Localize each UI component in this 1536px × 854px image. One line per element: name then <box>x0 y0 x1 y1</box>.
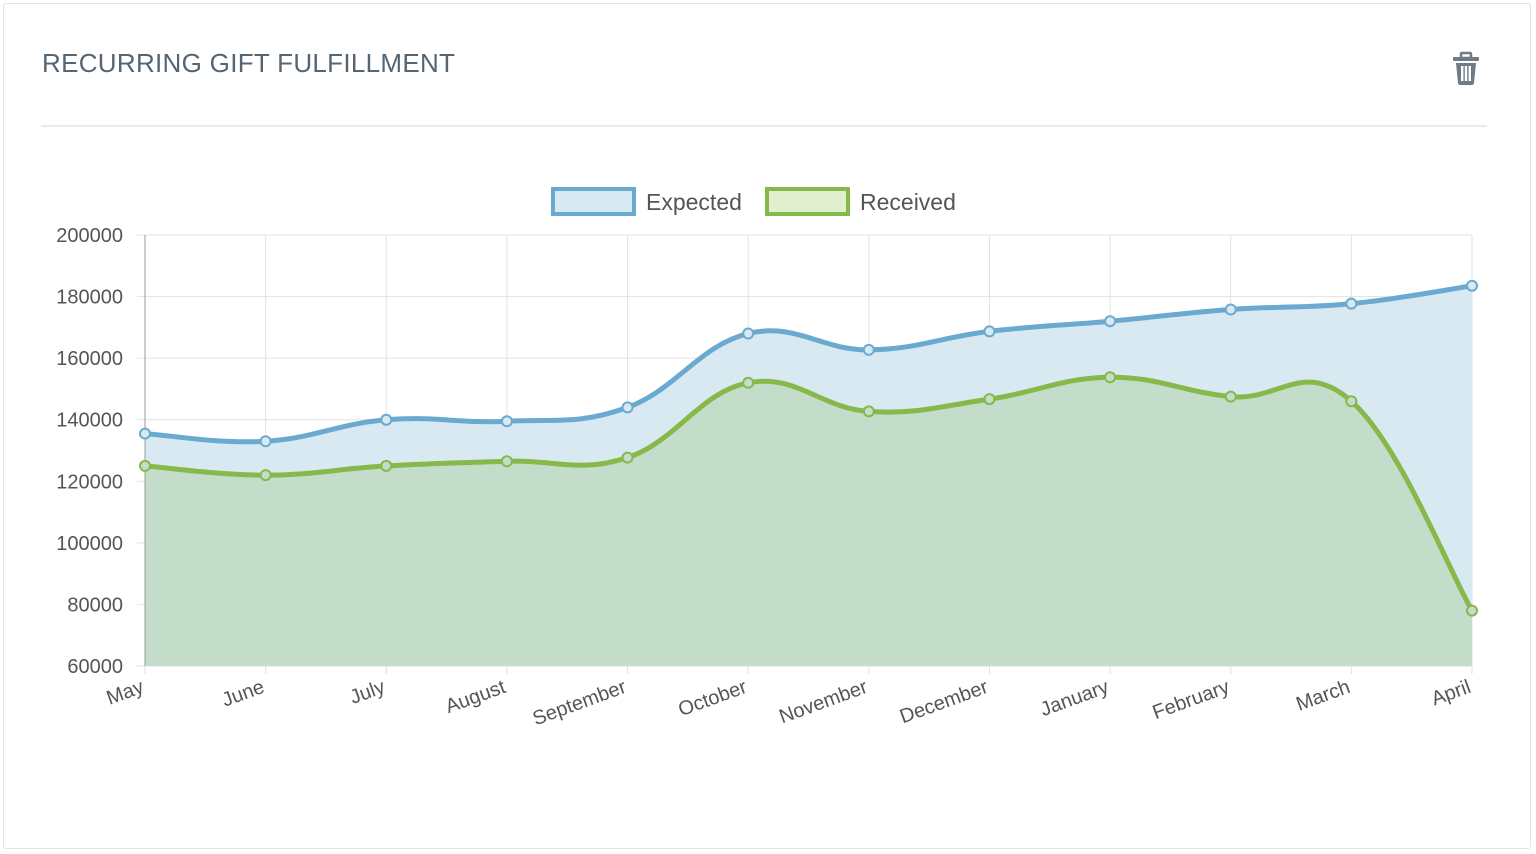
y-tick-label: 160000 <box>56 348 123 370</box>
point-expected <box>621 401 634 414</box>
x-tick-label: April <box>1429 676 1474 710</box>
y-tick-label: 60000 <box>67 656 123 678</box>
y-tick-label: 80000 <box>67 594 123 616</box>
point-expected <box>1466 279 1478 292</box>
y-tick-label: 120000 <box>56 471 123 493</box>
point-received <box>139 459 151 472</box>
point-received <box>742 376 755 389</box>
x-tick-label: September <box>530 676 630 730</box>
y-tick-label: 200000 <box>56 225 123 247</box>
trash-icon-glyph <box>1453 51 1479 85</box>
point-received <box>500 455 513 468</box>
chart-areas <box>145 285 1472 666</box>
point-received <box>259 469 272 482</box>
y-tick-label: 180000 <box>56 287 123 309</box>
area-received <box>145 377 1472 666</box>
point-expected <box>380 413 393 426</box>
x-tick-label: May <box>104 676 147 710</box>
y-tick-label: 140000 <box>56 410 123 432</box>
header-divider <box>41 125 1487 127</box>
y-tick-label: 100000 <box>56 533 123 555</box>
point-expected <box>1104 315 1117 328</box>
x-tick-label: July <box>347 676 388 709</box>
point-expected <box>1345 297 1358 310</box>
point-received <box>1224 390 1237 403</box>
point-received <box>983 393 996 406</box>
point-received <box>380 459 393 472</box>
point-received <box>621 451 634 464</box>
point-expected <box>983 325 996 338</box>
x-tick-label: December <box>897 676 992 728</box>
legend-label-expected[interactable]: Expected <box>646 189 742 215</box>
chart-points <box>139 279 1478 617</box>
x-tick-label: August <box>443 676 509 718</box>
point-received <box>1345 395 1358 408</box>
point-received <box>862 405 875 418</box>
point-received <box>1104 371 1117 384</box>
chart-legend[interactable]: Expected Received <box>551 187 956 216</box>
line-expected <box>142 283 1475 445</box>
point-expected <box>862 343 875 356</box>
legend-swatch-received[interactable] <box>765 187 850 216</box>
x-tick-label: November <box>776 676 871 728</box>
trash-icon[interactable] <box>1452 50 1480 86</box>
point-received <box>1466 604 1478 617</box>
x-tick-label: October <box>676 676 751 721</box>
point-expected <box>139 427 151 440</box>
point-expected <box>500 415 513 428</box>
point-expected <box>259 435 272 448</box>
widget-title: RECURRING GIFT FULFILLMENT <box>42 48 456 78</box>
x-tick-label: January <box>1037 676 1111 721</box>
point-expected <box>742 327 755 340</box>
x-tick-label: February <box>1150 676 1233 724</box>
point-expected <box>1224 303 1237 316</box>
legend-label-received[interactable]: Received <box>860 189 956 215</box>
x-tick-label: June <box>219 676 267 712</box>
legend-swatch-expected[interactable] <box>551 187 636 216</box>
x-tick-label: March <box>1293 676 1353 716</box>
